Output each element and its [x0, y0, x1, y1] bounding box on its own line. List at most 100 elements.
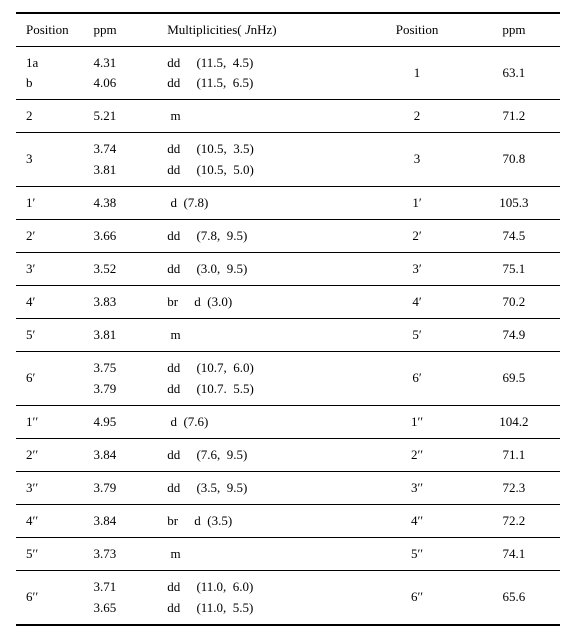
cell-multiplicities: dd (11.0, 6.0) dd (11.0, 5.5) [161, 571, 366, 625]
cell-multiplicities: d (7.6) [161, 405, 366, 438]
cell-position-2: 3′ [366, 252, 467, 285]
cell-position-2: 6′ [366, 352, 467, 405]
cell-position-2: 2 [366, 100, 467, 133]
cell-ppm-2: 69.5 [468, 352, 560, 405]
cell-multiplicities: m [161, 538, 366, 571]
table-row: 1′′4.95 d (7.6)1′′104.2 [16, 405, 560, 438]
cell-ppm-2: 70.8 [468, 133, 560, 186]
cell-position-1: 2′′ [16, 438, 87, 471]
cell-ppm-2: 72.2 [468, 505, 560, 538]
cell-multiplicities: dd (3.5, 9.5) [161, 471, 366, 504]
table-row: 3′3.52dd (3.0, 9.5)3′75.1 [16, 252, 560, 285]
cell-position-2: 1′ [366, 186, 467, 219]
cell-position-1: 5′′ [16, 538, 87, 571]
cell-position-2: 2′′ [366, 438, 467, 471]
cell-multiplicities: dd (11.5, 4.5) dd (11.5, 6.5) [161, 47, 366, 100]
table-body: 1a b4.31 4.06dd (11.5, 4.5) dd (11.5, 6.… [16, 47, 560, 625]
table-row: 5′3.81 m5′74.9 [16, 319, 560, 352]
cell-position-1: 4′ [16, 286, 87, 319]
cell-position-1: 5′ [16, 319, 87, 352]
cell-multiplicities: d (7.8) [161, 186, 366, 219]
cell-ppm-1: 3.84 [87, 505, 161, 538]
cell-ppm-1: 3.75 3.79 [87, 352, 161, 405]
cell-ppm-2: 71.2 [468, 100, 560, 133]
cell-ppm-1: 3.83 [87, 286, 161, 319]
cell-ppm-2: 71.1 [468, 438, 560, 471]
table-row: 6′3.75 3.79dd (10.7, 6.0) dd (10.7. 5.5)… [16, 352, 560, 405]
cell-ppm-1: 3.74 3.81 [87, 133, 161, 186]
table-row: 1a b4.31 4.06dd (11.5, 4.5) dd (11.5, 6.… [16, 47, 560, 100]
table-row: 25.21 m271.2 [16, 100, 560, 133]
cell-position-2: 2′ [366, 219, 467, 252]
cell-ppm-2: 75.1 [468, 252, 560, 285]
cell-ppm-2: 70.2 [468, 286, 560, 319]
table-row: 6′′3.71 3.65dd (11.0, 6.0) dd (11.0, 5.5… [16, 571, 560, 625]
cell-ppm-1: 4.31 4.06 [87, 47, 161, 100]
cell-ppm-2: 74.5 [468, 219, 560, 252]
cell-position-2: 4′ [366, 286, 467, 319]
cell-multiplicities: m [161, 319, 366, 352]
cell-ppm-2: 105.3 [468, 186, 560, 219]
cell-position-1: 2 [16, 100, 87, 133]
cell-multiplicities: m [161, 100, 366, 133]
table-row: 2′3.66dd (7.8, 9.5)2′74.5 [16, 219, 560, 252]
mult-label-prefix: Multiplicities( [167, 22, 245, 37]
cell-position-2: 5′′ [366, 538, 467, 571]
col-multiplicities: Multiplicities( JnHz) [161, 13, 366, 47]
cell-position-1: 3 [16, 133, 87, 186]
cell-multiplicities: dd (10.7, 6.0) dd (10.7. 5.5) [161, 352, 366, 405]
cell-ppm-1: 5.21 [87, 100, 161, 133]
col-position-1: Position [16, 13, 87, 47]
cell-ppm-2: 63.1 [468, 47, 560, 100]
table-row: 33.74 3.81dd (10.5, 3.5) dd (10.5, 5.0)3… [16, 133, 560, 186]
cell-position-2: 3 [366, 133, 467, 186]
cell-position-1: 1′ [16, 186, 87, 219]
cell-ppm-1: 3.81 [87, 319, 161, 352]
cell-ppm-2: 74.1 [468, 538, 560, 571]
table-row: 1′4.38 d (7.8)1′105.3 [16, 186, 560, 219]
nmr-data-table: Position ppm Multiplicities( JnHz) Posit… [16, 12, 560, 626]
cell-multiplicities: br d (3.5) [161, 505, 366, 538]
table-row: 4′′3.84br d (3.5)4′′72.2 [16, 505, 560, 538]
mult-label-unit: nHz) [251, 22, 277, 37]
cell-ppm-1: 3.79 [87, 471, 161, 504]
table-row: 4′3.83br d (3.0)4′70.2 [16, 286, 560, 319]
col-ppm-1: ppm [87, 13, 161, 47]
cell-multiplicities: dd (10.5, 3.5) dd (10.5, 5.0) [161, 133, 366, 186]
cell-ppm-1: 4.38 [87, 186, 161, 219]
cell-position-1: 3′′ [16, 471, 87, 504]
cell-ppm-2: 65.6 [468, 571, 560, 625]
col-position-2: Position [366, 13, 467, 47]
table-header-row: Position ppm Multiplicities( JnHz) Posit… [16, 13, 560, 47]
cell-multiplicities: dd (7.6, 9.5) [161, 438, 366, 471]
cell-position-2: 4′′ [366, 505, 467, 538]
table-row: 5′′3.73 m5′′74.1 [16, 538, 560, 571]
cell-ppm-2: 74.9 [468, 319, 560, 352]
cell-ppm-1: 3.52 [87, 252, 161, 285]
cell-position-1: 4′′ [16, 505, 87, 538]
cell-position-1: 1a b [16, 47, 87, 100]
cell-ppm-1: 3.73 [87, 538, 161, 571]
cell-position-1: 1′′ [16, 405, 87, 438]
cell-position-2: 1′′ [366, 405, 467, 438]
cell-position-2: 5′ [366, 319, 467, 352]
cell-ppm-1: 3.71 3.65 [87, 571, 161, 625]
cell-multiplicities: dd (3.0, 9.5) [161, 252, 366, 285]
cell-position-1: 2′ [16, 219, 87, 252]
table-row: 2′′3.84dd (7.6, 9.5)2′′71.1 [16, 438, 560, 471]
col-ppm-2: ppm [468, 13, 560, 47]
cell-position-1: 6′′ [16, 571, 87, 625]
cell-ppm-1: 3.66 [87, 219, 161, 252]
cell-position-2: 6′′ [366, 571, 467, 625]
cell-multiplicities: dd (7.8, 9.5) [161, 219, 366, 252]
cell-position-1: 3′ [16, 252, 87, 285]
cell-position-2: 1 [366, 47, 467, 100]
cell-ppm-1: 3.84 [87, 438, 161, 471]
cell-position-1: 6′ [16, 352, 87, 405]
cell-ppm-1: 4.95 [87, 405, 161, 438]
cell-multiplicities: br d (3.0) [161, 286, 366, 319]
cell-ppm-2: 104.2 [468, 405, 560, 438]
cell-position-2: 3′′ [366, 471, 467, 504]
table-row: 3′′3.79dd (3.5, 9.5)3′′72.3 [16, 471, 560, 504]
cell-ppm-2: 72.3 [468, 471, 560, 504]
